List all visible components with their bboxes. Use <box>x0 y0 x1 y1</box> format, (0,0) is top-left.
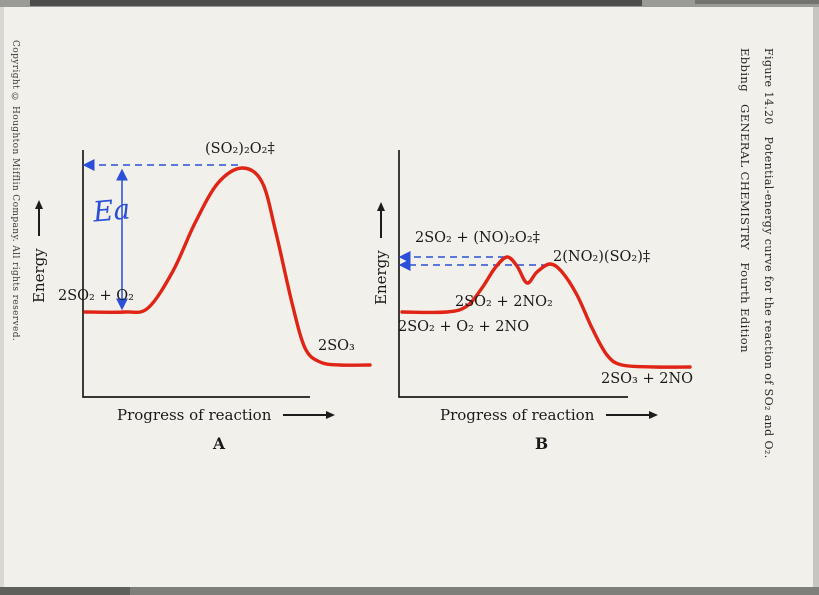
x-axis-label-a: Progress of reaction <box>117 406 336 424</box>
x-axis-label-text-a: Progress of reaction <box>117 406 272 424</box>
panel-letter-a: A <box>213 434 226 453</box>
scan-artifact-bottom-left-band <box>0 587 130 595</box>
scan-artifact-left-edge <box>0 0 4 595</box>
products-label-b: 2SO₃ + 2NO <box>601 371 694 387</box>
scan-artifact-bottom-edge <box>0 587 819 595</box>
products-label-a: 2SO₃ <box>318 338 355 354</box>
x-axis-label-b: Progress of reaction <box>440 406 659 424</box>
x-axis-arrow-icon-a <box>283 411 336 418</box>
transition-state-2-label-b: 2(NO₂)(SO₂)‡ <box>553 249 651 265</box>
panel-letter-b: B <box>535 434 549 453</box>
y-axis-label-text-a: Energy <box>30 248 48 303</box>
energy-curve-plot-a <box>82 150 372 398</box>
y-axis-arrow-icon-a <box>38 208 40 237</box>
y-axis-label-text-b: Energy <box>372 250 390 305</box>
energy-curve-plot-b <box>398 150 692 398</box>
intermediate-label-b: 2SO₂ + 2NO₂ <box>455 294 553 310</box>
x-axis-label-text-b: Progress of reaction <box>440 406 595 424</box>
x-axis-arrow-icon-b <box>606 411 659 418</box>
y-axis-arrow-icon-b <box>380 210 382 239</box>
transition-state-1-label-b: 2SO₂ + (NO)₂O₂‡ <box>415 230 540 246</box>
copyright-text: Copyright © Houghton Mifflin Company. Al… <box>10 40 20 342</box>
reactants-label-b: 2SO₂ + O₂ + 2NO <box>398 319 530 335</box>
activation-energy-label: Ea <box>91 192 132 229</box>
y-axis-label-a: Energy <box>30 208 48 303</box>
chart-a: (SO₂)₂O₂‡ 2SO₂ + O₂ 2SO₃ Ea Progress of … <box>55 138 385 468</box>
scan-artifact-right-edge <box>813 0 819 595</box>
transition-state-label-a: (SO₂)₂O₂‡ <box>205 141 275 157</box>
chart-b: 2SO₂ + (NO)₂O₂‡ 2(NO₂)(SO₂)‡ 2SO₂ + 2NO₂… <box>385 138 715 468</box>
reactants-label-a: 2SO₂ + O₂ <box>58 288 134 304</box>
scan-artifact-top-right-band <box>695 0 819 4</box>
y-axis-label-b: Energy <box>372 210 390 305</box>
figure-caption: Figure 14.20 Potential-energy curve for … <box>762 48 775 459</box>
book-edition-caption: Ebbing GENERAL CHEMISTRY Fourth Edition <box>738 48 752 353</box>
scan-artifact-top-dark-band <box>30 0 642 6</box>
